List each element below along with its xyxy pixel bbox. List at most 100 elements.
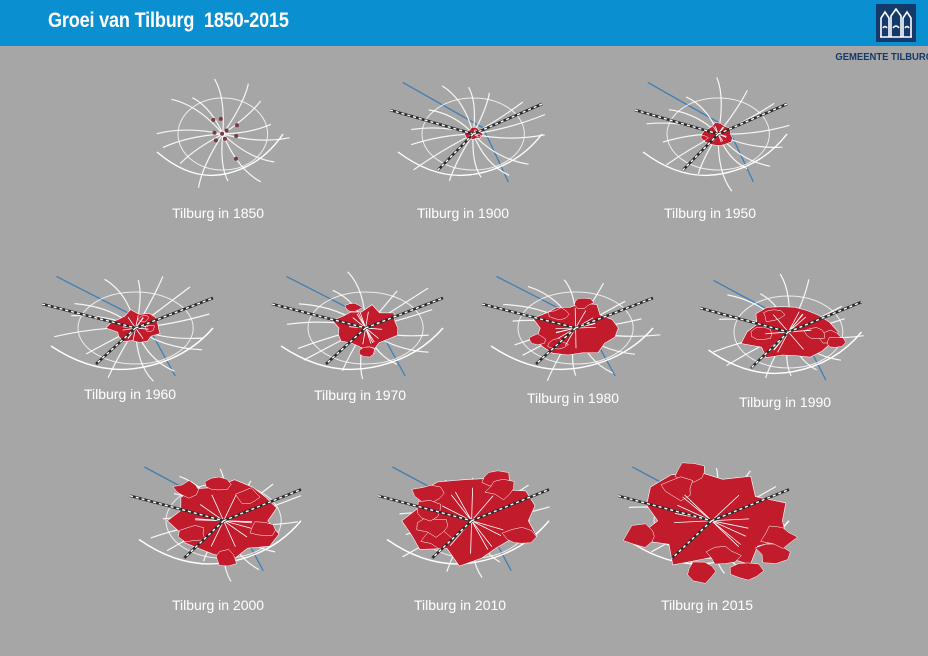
map-1980 bbox=[481, 262, 662, 382]
railway-dash bbox=[717, 103, 788, 135]
railway-dash bbox=[682, 133, 719, 171]
railway-dash bbox=[750, 331, 789, 369]
hamlet-dot bbox=[218, 116, 223, 121]
urban-district bbox=[235, 487, 261, 505]
map-2000 bbox=[129, 452, 310, 582]
map-1900 bbox=[389, 68, 550, 188]
railway-dash bbox=[41, 303, 136, 329]
railway-dash bbox=[711, 488, 790, 522]
railway-line bbox=[183, 519, 225, 560]
map-caption: Tilburg in 1960 bbox=[83, 386, 177, 402]
highway-line bbox=[642, 133, 788, 177]
map-caption: Tilburg in 2015 bbox=[660, 597, 754, 613]
highway-line bbox=[156, 133, 284, 177]
hamlet-dot bbox=[212, 130, 217, 135]
map-1990 bbox=[699, 266, 870, 386]
hamlet-dot bbox=[234, 156, 238, 161]
urban-district bbox=[411, 484, 445, 504]
ring-road bbox=[421, 97, 525, 171]
railway-line bbox=[699, 306, 789, 334]
road-line bbox=[222, 123, 272, 135]
railway-dash bbox=[129, 495, 224, 522]
urban-district bbox=[574, 297, 595, 309]
map-1950 bbox=[634, 68, 795, 192]
road-line bbox=[222, 133, 290, 141]
road-line bbox=[213, 78, 224, 135]
map-caption: Tilburg in 1980 bbox=[526, 390, 620, 406]
ring-road bbox=[733, 295, 844, 369]
urban-district bbox=[760, 525, 799, 549]
railway-dash bbox=[788, 301, 862, 333]
highway-line bbox=[397, 133, 543, 177]
hamlet-dot bbox=[220, 131, 225, 136]
road-line bbox=[221, 133, 229, 182]
urban-district bbox=[529, 333, 546, 345]
railway-dash bbox=[481, 303, 576, 329]
map-2015 bbox=[617, 452, 799, 584]
road-line bbox=[197, 133, 224, 188]
road-line bbox=[171, 98, 224, 135]
urban-district bbox=[249, 521, 276, 536]
highway-line bbox=[50, 327, 214, 371]
ring-road bbox=[77, 291, 194, 365]
urban-district bbox=[178, 525, 206, 543]
map-drawing bbox=[617, 462, 799, 584]
railway-dash bbox=[271, 303, 366, 329]
hamlet-dot bbox=[211, 117, 216, 122]
ring-road bbox=[517, 291, 634, 365]
map-caption: Tilburg in 1900 bbox=[416, 205, 510, 221]
railway-dash bbox=[377, 495, 472, 522]
urban-district bbox=[215, 549, 237, 567]
railway-dash bbox=[472, 103, 543, 135]
urban-district bbox=[144, 324, 155, 332]
railway-dash bbox=[617, 495, 712, 522]
urban-district bbox=[358, 346, 375, 358]
railway-dash bbox=[471, 488, 550, 522]
urban-district bbox=[750, 326, 773, 340]
map-drawing bbox=[377, 466, 550, 578]
map-1960 bbox=[41, 262, 222, 382]
railway-dash bbox=[95, 327, 137, 365]
map-caption: Tilburg in 1850 bbox=[171, 205, 265, 221]
railway-line bbox=[671, 519, 713, 560]
tilburg-coat-of-arms-icon bbox=[876, 4, 916, 42]
map-1850 bbox=[150, 68, 290, 188]
railway-dash bbox=[389, 109, 474, 135]
map-caption: Tilburg in 1950 bbox=[663, 205, 757, 221]
map-drawing bbox=[271, 271, 444, 380]
road-line bbox=[162, 133, 223, 149]
map-drawing bbox=[41, 275, 214, 382]
map-1970 bbox=[271, 262, 452, 382]
urban-district bbox=[700, 135, 709, 141]
urban-district bbox=[548, 307, 570, 321]
map-drawing bbox=[699, 273, 864, 381]
map-caption: Tilburg in 2010 bbox=[413, 597, 507, 613]
urban-district bbox=[172, 480, 199, 499]
railway-dash bbox=[437, 133, 474, 171]
road-line bbox=[192, 97, 224, 135]
railway-dash bbox=[535, 327, 577, 365]
ring-road bbox=[177, 97, 269, 171]
road-line bbox=[222, 100, 262, 135]
urban-district bbox=[501, 527, 537, 544]
page-title: Groei van Tilburg 1850-2015 bbox=[48, 9, 289, 32]
hamlet-dot bbox=[235, 123, 239, 128]
urban-district bbox=[622, 523, 655, 548]
ring-road bbox=[666, 97, 770, 171]
header-bar: Groei van Tilburg 1850-2015 bbox=[0, 0, 928, 46]
map-drawing bbox=[634, 77, 790, 192]
map-caption: Tilburg in 1990 bbox=[738, 394, 832, 410]
railway-dash bbox=[325, 327, 367, 365]
hamlet-dot bbox=[224, 128, 229, 133]
map-caption: Tilburg in 1970 bbox=[313, 387, 407, 403]
urban-district bbox=[204, 476, 232, 491]
highway-line bbox=[280, 327, 444, 371]
urban-district bbox=[417, 500, 441, 522]
map-drawing bbox=[156, 78, 290, 188]
highway-line bbox=[490, 327, 654, 371]
urban-district bbox=[416, 517, 449, 538]
road-line bbox=[473, 133, 545, 139]
road-line bbox=[222, 133, 261, 183]
highway-line bbox=[708, 331, 863, 375]
map-drawing bbox=[129, 466, 302, 582]
